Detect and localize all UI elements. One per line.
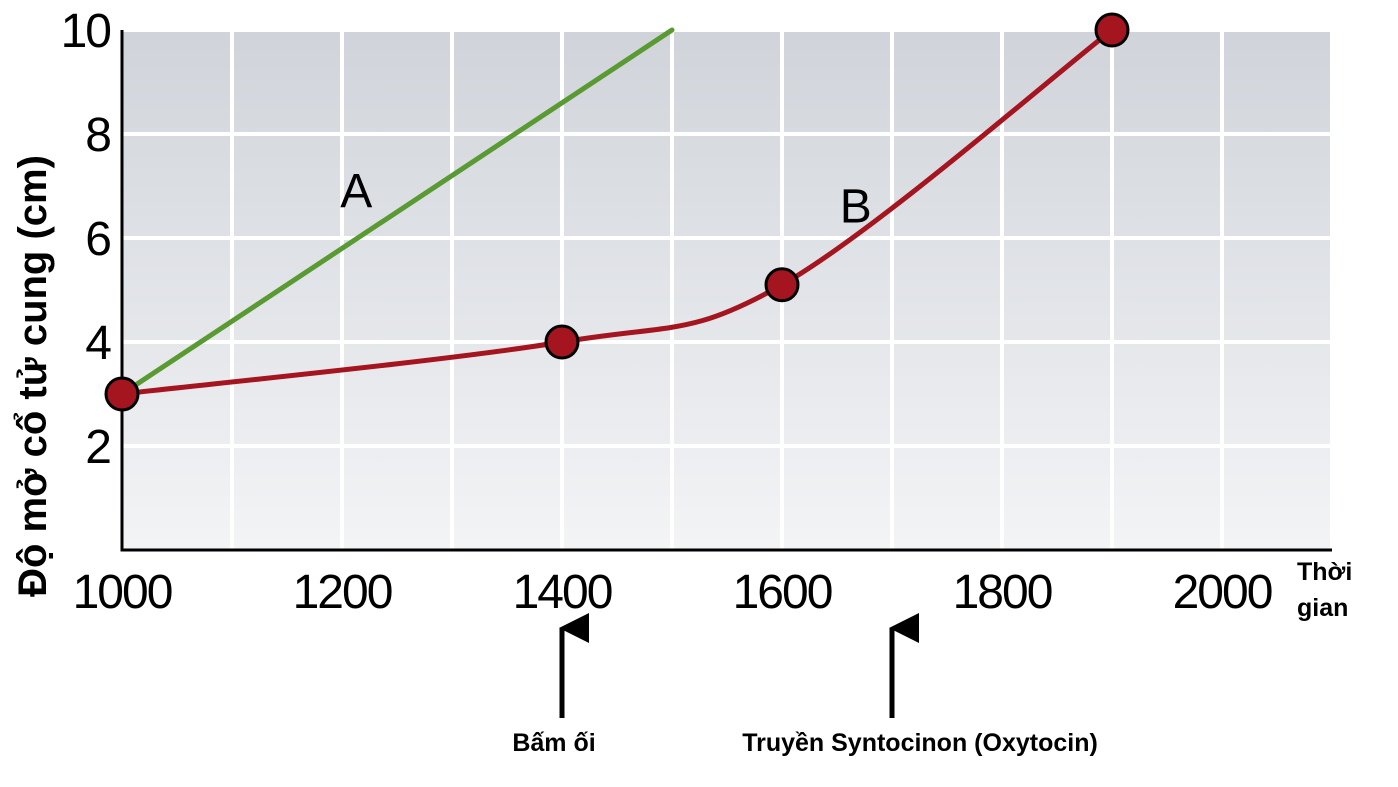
series-line-a <box>119 27 675 397</box>
x-tick-label: 1200 <box>293 566 392 619</box>
x-tick-label: 1800 <box>953 566 1052 619</box>
x-tick-labels: 1000 1200 1400 1600 1800 2000 <box>73 566 1274 619</box>
x-axis-label-line-1: Thời <box>1297 558 1352 586</box>
x-axis-label-line-2: gian <box>1297 594 1348 622</box>
series-b-point <box>544 324 580 360</box>
axes <box>120 30 1332 552</box>
x-tick-label: 2000 <box>1173 566 1272 619</box>
x-tick-label: 1000 <box>73 566 172 619</box>
series-b-point <box>1094 12 1130 48</box>
x-tick-label: 1400 <box>513 566 612 619</box>
series-label-b: B <box>840 180 872 233</box>
y-tick-label: 6 <box>85 213 110 266</box>
series-b-point <box>764 267 800 303</box>
y-tick-labels: 2 4 6 8 10 <box>61 5 114 474</box>
y-tick-label: 4 <box>85 317 111 370</box>
series <box>104 12 1130 412</box>
series-line-b <box>119 27 1115 397</box>
series-b-point <box>104 376 140 412</box>
x-axis-label: Thời gian <box>1297 558 1359 622</box>
plot-area <box>122 30 1332 550</box>
x-tick-label: 1600 <box>733 566 832 619</box>
annotations: Bấm ối Truyền Syntocinon (Oxytocin) <box>512 613 1098 757</box>
series-label-a: A <box>340 165 372 218</box>
y-tick-label: 8 <box>85 109 110 162</box>
oxytocin-infusion-label: Truyền Syntocinon (Oxytocin) <box>742 729 1098 757</box>
y-tick-label: 10 <box>61 5 111 58</box>
rupture-of-membranes-label: Bấm ối <box>512 729 595 757</box>
y-tick-label: 2 <box>85 421 110 474</box>
y-axis-label: Độ mở cổ tử cung (cm) <box>11 155 55 597</box>
